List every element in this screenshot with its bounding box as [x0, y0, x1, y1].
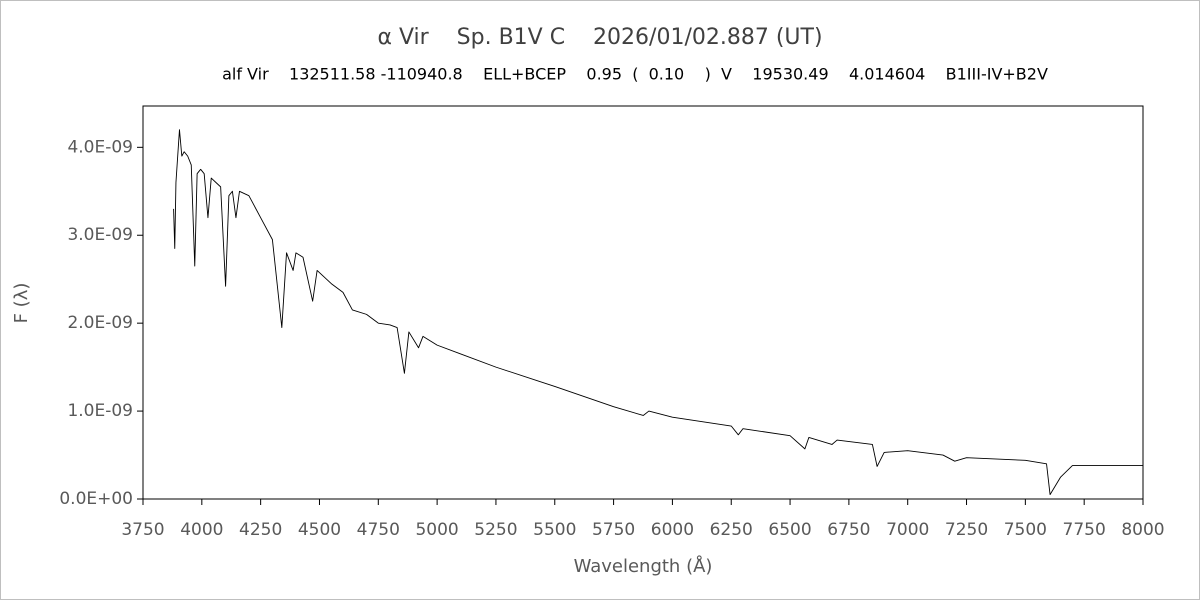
- y-tick-label: 0.0E+00: [59, 489, 133, 509]
- x-tick-label: 4000: [180, 520, 223, 540]
- y-tick-label: 4.0E-09: [67, 137, 133, 157]
- spectrum-line: [173, 129, 1143, 496]
- x-tick-label: 6750: [827, 520, 870, 540]
- x-tick-label: 3750: [121, 520, 164, 540]
- x-tick-label: 8000: [1121, 520, 1164, 540]
- x-tick-label: 4250: [239, 520, 282, 540]
- y-tick-label: 2.0E-09: [67, 313, 133, 333]
- x-tick-label: 5750: [592, 520, 635, 540]
- y-tick-label: 3.0E-09: [67, 225, 133, 245]
- x-tick-label: 7750: [1063, 520, 1106, 540]
- x-tick-label: 5500: [533, 520, 576, 540]
- x-tick-label: 6000: [651, 520, 694, 540]
- plot-area: [142, 105, 1144, 500]
- x-tick-label: 4500: [298, 520, 341, 540]
- x-tick-label: 7250: [945, 520, 988, 540]
- x-tick-label: 7000: [886, 520, 929, 540]
- x-tick-label: 5250: [474, 520, 517, 540]
- x-axis-title: Wavelength (Å): [574, 555, 713, 577]
- x-tick-label: 4750: [357, 520, 400, 540]
- x-tick-label: 5000: [415, 520, 458, 540]
- x-tick-label: 6250: [710, 520, 753, 540]
- chart-subtitle: alf Vir 132511.58 -110940.8 ELL+BCEP 0.9…: [222, 65, 1048, 84]
- x-tick-label: 7500: [1004, 520, 1047, 540]
- y-axis-title: F (λ): [11, 283, 32, 324]
- x-tick-label: 6500: [768, 520, 811, 540]
- y-tick-label: 1.0E-09: [67, 401, 133, 421]
- chart-title: α Vir Sp. B1V C 2026/01/02.887 (UT): [377, 25, 822, 50]
